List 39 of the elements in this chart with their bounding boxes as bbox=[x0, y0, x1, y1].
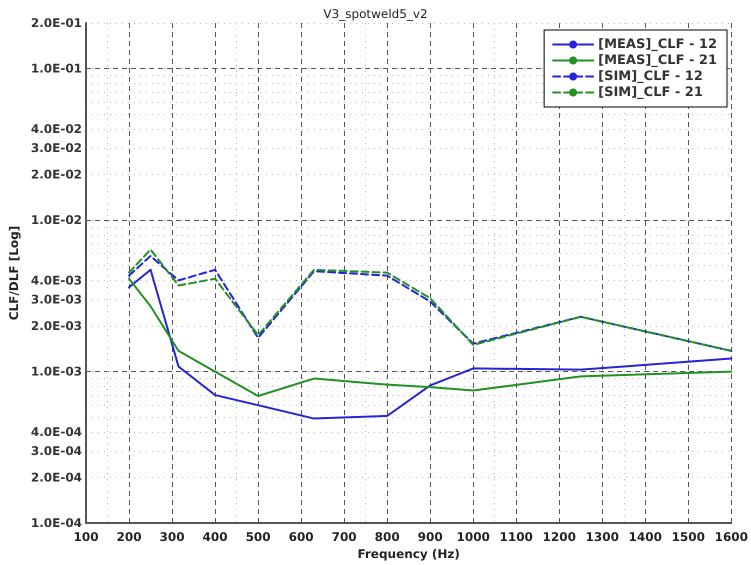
x-tick-label: 900 bbox=[418, 530, 443, 544]
x-tick-label: 300 bbox=[160, 530, 185, 544]
y-tick-label: 4.0E-04 bbox=[30, 424, 82, 439]
y-tick-label: 1.0E-02 bbox=[30, 213, 82, 228]
x-tick-label: 600 bbox=[288, 530, 314, 544]
y-tick-label: 3.0E-04 bbox=[30, 444, 82, 458]
x-tick-label: 1600 bbox=[714, 530, 748, 544]
x-tick-label: 200 bbox=[116, 530, 142, 544]
x-tick-label: 1500 bbox=[672, 530, 705, 544]
y-tick-label: 2.0E-01 bbox=[30, 16, 82, 30]
y-tick-label: 3.0E-02 bbox=[30, 140, 82, 155]
x-tick-label: 1200 bbox=[542, 530, 576, 544]
legend-label: [MEAS]_CLF - 12 bbox=[598, 37, 718, 52]
legend-label: [MEAS]_CLF - 21 bbox=[598, 53, 718, 68]
x-tick-label: 100 bbox=[74, 530, 99, 544]
y-tick-label: 2.0E-02 bbox=[30, 168, 82, 182]
x-tick-label: 1100 bbox=[500, 530, 533, 544]
x-tick-label: 800 bbox=[374, 530, 400, 544]
x-axis-title: Frequency (Hz) bbox=[357, 547, 460, 561]
y-tick-label: 3.0E-03 bbox=[30, 292, 82, 306]
line-series bbox=[128, 278, 732, 398]
x-tick-label: 700 bbox=[332, 530, 357, 544]
x-tick-label: 400 bbox=[202, 530, 228, 544]
y-tick-label: 4.0E-02 bbox=[30, 122, 82, 136]
y-tick-label: 2.0E-03 bbox=[30, 318, 82, 333]
legend-label: [SIM]_CLF - 21 bbox=[598, 85, 703, 100]
legend-label: [SIM]_CLF - 12 bbox=[598, 69, 703, 84]
chart-title: V3_spotweld5_v2 bbox=[323, 7, 428, 21]
x-tick-label: 500 bbox=[246, 530, 271, 544]
y-tick-label: 2.0E-04 bbox=[30, 470, 82, 484]
x-tick-label: 1300 bbox=[586, 530, 619, 544]
line-series bbox=[128, 268, 732, 420]
y-tick-label: 4.0E-03 bbox=[30, 273, 82, 288]
x-tick-label: 1000 bbox=[456, 530, 490, 544]
y-tick-label: 1.0E-03 bbox=[30, 364, 82, 379]
y-tick-label: 1.0E-04 bbox=[30, 516, 82, 530]
y-axis-title: CLF/DLF [Log] bbox=[7, 226, 21, 320]
x-tick-label: 1400 bbox=[628, 530, 662, 544]
y-tick-label: 1.0E-01 bbox=[30, 62, 82, 76]
